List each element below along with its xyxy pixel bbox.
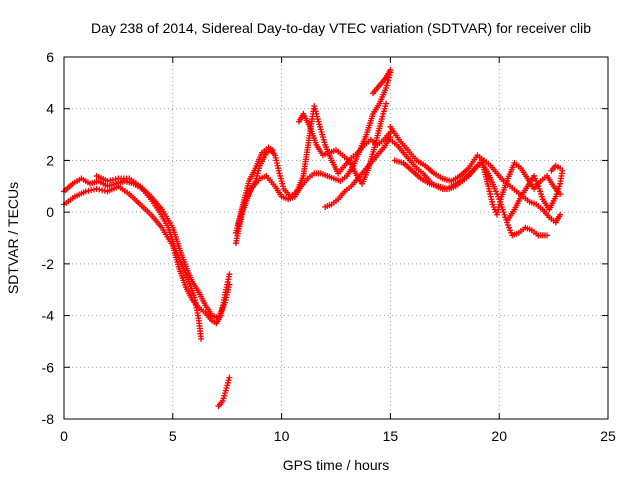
y-tick-label: -6 [42, 359, 55, 375]
series-track-m [391, 157, 564, 218]
y-tick-label: -8 [42, 411, 55, 427]
data-point [226, 271, 233, 278]
y-tick-label: 6 [46, 49, 54, 65]
y-tick-label: 0 [46, 204, 54, 220]
data-point [387, 128, 394, 135]
data-point [269, 147, 276, 154]
series-track-c [93, 172, 233, 322]
x-tick-label: 10 [274, 428, 290, 444]
data-point [198, 335, 205, 342]
y-tick-label: 4 [46, 101, 54, 117]
series-track-g [232, 144, 276, 236]
x-axis-label: GPS time / hours [283, 457, 390, 473]
chart-title: Day 238 of 2014, Sidereal Day-to-day VTE… [91, 20, 591, 36]
x-tick-label: 0 [60, 428, 68, 444]
data-point [226, 374, 233, 381]
data-point [226, 281, 233, 288]
data-point [544, 232, 551, 239]
grid [64, 57, 608, 419]
y-tick-label: -2 [42, 256, 55, 272]
x-tick-label: 25 [600, 428, 616, 444]
data-point [557, 165, 564, 172]
y-tick-label: 2 [46, 152, 54, 168]
series-track-l [387, 123, 564, 226]
series-track-n [504, 167, 566, 223]
y-axis-ticks: -8 -6 -4 -2 0 2 4 6 [42, 49, 608, 427]
x-axis-ticks: 0 5 10 15 20 25 [60, 57, 616, 444]
y-tick-label: -4 [42, 308, 55, 324]
y-axis-label: SDTVAR / TECUs [5, 182, 21, 294]
x-tick-label: 20 [491, 428, 507, 444]
x-tick-label: 15 [383, 428, 399, 444]
series-track-i [322, 134, 394, 210]
series-track-j [369, 66, 394, 97]
x-tick-label: 5 [169, 428, 177, 444]
data-point [387, 66, 394, 73]
series-track-d [215, 374, 233, 410]
series-track-f [235, 69, 394, 229]
data-point [557, 211, 564, 218]
series-track-o [548, 162, 564, 174]
data-point [383, 100, 390, 107]
data-points [61, 66, 566, 410]
plot-frame [63, 56, 609, 420]
